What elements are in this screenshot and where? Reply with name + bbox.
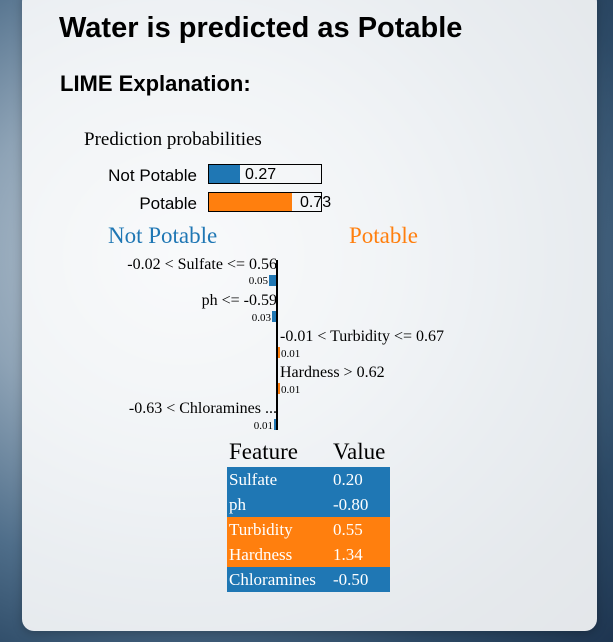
feature-condition-hardness: Hardness > 0.62 [280, 364, 385, 381]
table-cell-feature: Sulfate [227, 467, 331, 492]
weight-value-chloramines: 0.01 [253, 420, 273, 432]
table-row: Hardness 1.34 [227, 542, 390, 567]
prob-bar-fill-not-potable [209, 165, 240, 183]
prob-value-not-potable: 0.27 [245, 166, 277, 183]
table-cell-value: 1.34 [331, 542, 390, 567]
weight-bar-hardness [278, 383, 280, 394]
lime-explanation-heading: LIME Explanation: [60, 71, 251, 96]
table-row: ph -0.80 [227, 492, 390, 517]
table-cell-feature: Hardness [227, 542, 331, 567]
prediction-probabilities-title: Prediction probabilities [84, 129, 262, 150]
prob-bar-fill-potable [209, 193, 292, 211]
weight-value-hardness: 0.01 [281, 384, 301, 396]
table-header-feature: Feature [229, 439, 298, 464]
prob-label-potable: Potable [139, 194, 197, 213]
table-row: Chloramines -0.50 [227, 567, 390, 592]
table-cell-value: 0.20 [331, 467, 390, 492]
weight-value-sulfate: 0.05 [248, 275, 268, 287]
weight-bar-sulfate [269, 275, 276, 286]
table-cell-value: -0.50 [331, 567, 390, 592]
weight-bar-ph [272, 311, 276, 322]
weight-bar-turbidity [278, 347, 280, 358]
table-cell-value: -0.80 [331, 492, 390, 517]
feature-condition-chloramines: -0.63 < Chloramines ... [128, 400, 277, 417]
feature-condition-ph: ph <= -0.59 [201, 292, 277, 309]
feature-condition-sulfate: -0.02 < Sulfate <= 0.56 [127, 256, 277, 273]
feature-condition-turbidity: -0.01 < Turbidity <= 0.67 [280, 328, 444, 345]
table-cell-feature: Turbidity [227, 517, 331, 542]
feature-value-table: Feature Value Sulfate 0.20 ph -0.80 Turb… [227, 437, 390, 592]
table-cell-feature: Chloramines [227, 567, 331, 592]
weight-bar-chloramines [274, 419, 276, 430]
table-header-value: Value [333, 439, 386, 464]
page-title: Water is predicted as Potable [59, 12, 463, 44]
table-row: Turbidity 0.55 [227, 517, 390, 542]
table-cell-value: 0.55 [331, 517, 390, 542]
prob-label-not-potable: Not Potable [108, 166, 197, 185]
weight-value-ph: 0.03 [251, 312, 271, 324]
weight-value-turbidity: 0.01 [281, 348, 301, 360]
class-header-potable: Potable [349, 223, 418, 248]
table-header-row: Feature Value [227, 437, 390, 467]
prob-bar-potable [208, 192, 322, 212]
table-cell-feature: ph [227, 492, 331, 517]
table-row: Sulfate 0.20 [227, 467, 390, 492]
weights-axis [276, 260, 278, 430]
class-header-not-potable: Not Potable [108, 223, 218, 248]
prob-value-potable: 0.73 [300, 194, 332, 211]
prob-bar-not-potable [208, 164, 322, 184]
